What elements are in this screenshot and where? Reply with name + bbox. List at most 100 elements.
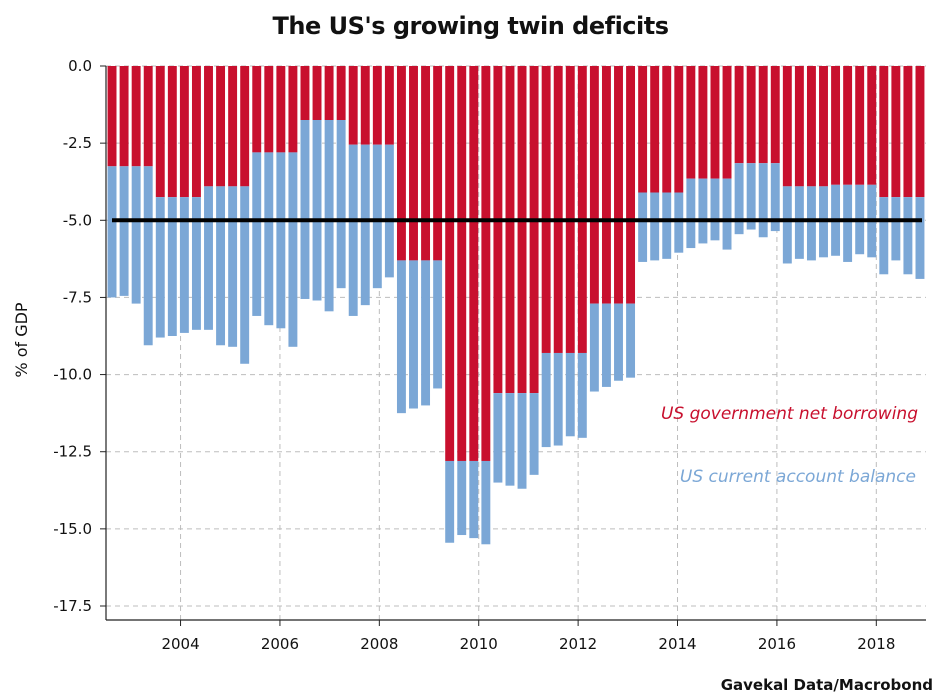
bar-current-account [806, 186, 816, 261]
bar-current-account [746, 163, 756, 230]
y-tick-label: -2.5 [63, 134, 92, 152]
bar-current-account [698, 178, 708, 244]
bar-government [553, 66, 563, 353]
legend-government: US government net borrowing [661, 404, 918, 424]
bar-government [312, 66, 322, 120]
bar-current-account [577, 352, 587, 438]
bar-government [794, 66, 804, 187]
bar-current-account [240, 186, 250, 364]
source-note: Gavekal Data/Macrobond [720, 676, 933, 694]
bar-government [517, 66, 527, 394]
bar-government [650, 66, 660, 193]
bars-layer [107, 66, 925, 545]
bar-current-account [336, 120, 346, 289]
bar-government [879, 66, 889, 198]
bar-current-account [903, 197, 913, 275]
bar-government [662, 66, 672, 193]
bar-current-account [228, 186, 238, 347]
bar-government [481, 66, 491, 461]
bar-government [155, 66, 165, 198]
bar-current-account [131, 166, 141, 304]
bar-current-account [879, 197, 889, 275]
bar-current-account [770, 163, 780, 232]
bar-current-account [276, 152, 286, 329]
bar-government [216, 66, 226, 187]
bar-government [770, 66, 780, 164]
bar-government [674, 66, 684, 193]
bar-current-account [264, 152, 274, 326]
bar-current-account [710, 178, 720, 241]
bar-current-account [143, 166, 153, 346]
bar-current-account [409, 260, 418, 409]
bar-government [855, 66, 865, 185]
bar-current-account [312, 120, 322, 301]
bar-government [614, 66, 623, 304]
bar-current-account [541, 352, 551, 448]
bar-current-account [722, 178, 732, 250]
bar-current-account [601, 303, 611, 387]
bar-government [421, 66, 431, 261]
bar-current-account [782, 186, 792, 264]
bar-current-account [300, 120, 310, 299]
bar-government [324, 66, 334, 120]
bar-current-account [324, 120, 334, 312]
bar-current-account [469, 460, 479, 539]
bar-government [541, 66, 551, 353]
bar-current-account [638, 192, 648, 262]
bar-government [710, 66, 720, 179]
bar-government [119, 66, 129, 167]
bar-government [831, 66, 841, 185]
bar-government [131, 66, 141, 167]
bar-government [589, 66, 599, 304]
bar-current-account [553, 352, 563, 446]
bar-current-account [493, 393, 503, 483]
x-tick-label: 2004 [161, 635, 199, 653]
bar-current-account [614, 303, 623, 381]
bar-current-account [915, 197, 925, 279]
y-axis-title: % of GDP [12, 302, 31, 378]
bar-current-account [891, 197, 901, 261]
bar-government [565, 66, 575, 353]
bar-government [372, 66, 382, 145]
bar-current-account [686, 178, 696, 249]
bar-current-account [505, 393, 515, 486]
y-tick-label: 0.0 [68, 57, 92, 75]
bar-government [903, 66, 913, 198]
axis-layer: 0.0 -2.5 -5.0 -7.5 -10.0 -12.5 -15.0 -17.5 2004 2… [53, 57, 926, 653]
bar-current-account [119, 166, 129, 296]
bar-government [806, 66, 816, 187]
bar-current-account [348, 144, 358, 316]
bar-government [143, 66, 153, 167]
legend-current-account: US current account balance [680, 467, 916, 487]
bar-current-account [674, 192, 684, 253]
bar-current-account [529, 393, 539, 475]
bar-government [240, 66, 250, 187]
bar-government [276, 66, 286, 153]
bar-government [626, 66, 636, 304]
bar-government [758, 66, 768, 164]
bar-government [457, 66, 467, 461]
bar-government [167, 66, 177, 198]
y-tick-label: -10.0 [53, 366, 92, 384]
bar-government [601, 66, 611, 304]
bar-current-account [204, 186, 213, 330]
bar-current-account [734, 163, 744, 235]
bar-government [107, 66, 117, 167]
x-tick-label: 2012 [559, 635, 597, 653]
bar-government [782, 66, 792, 187]
bar-government [288, 66, 298, 153]
bar-government [179, 66, 189, 198]
bar-current-account [517, 393, 527, 489]
bar-government [228, 66, 238, 187]
chart-title: The US's growing twin deficits [272, 12, 669, 40]
bar-government [686, 66, 696, 179]
x-tick-label: 2018 [857, 635, 895, 653]
bar-government [409, 66, 418, 261]
bar-current-account [626, 303, 636, 378]
bar-current-account [179, 197, 189, 333]
bar-government [843, 66, 853, 185]
bar-government [529, 66, 539, 394]
bar-current-account [662, 192, 672, 259]
bar-government [493, 66, 503, 394]
